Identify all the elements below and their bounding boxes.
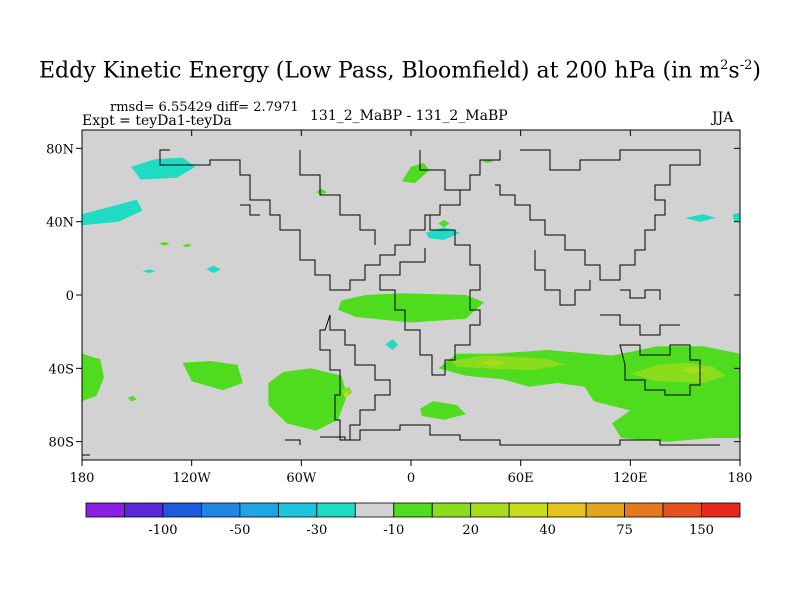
colorbar-swatch [239, 502, 279, 518]
region-yellow-southern-ocean [480, 359, 506, 367]
coastline-antarctica [82, 424, 720, 456]
region-green-south-pacific-small [127, 395, 137, 402]
coastline-south-america [319, 314, 391, 441]
season-label: JJA [712, 110, 734, 126]
stats-text: rmsd= 6.55429 diff= 2.7971 [110, 100, 299, 115]
region-green-south-america [268, 368, 347, 431]
colorbar-swatch [508, 502, 549, 518]
coastline-australia [619, 344, 701, 396]
field-regions [82, 157, 740, 442]
y-tick-label: 0 [66, 289, 74, 304]
x-tick-label: 120E [613, 471, 647, 486]
experiment-label: Expt = teyDa1-teyDa [82, 113, 232, 129]
region-green-south-atlantic [420, 401, 466, 420]
region-teal-south-atlantic-small [385, 339, 399, 350]
continent-outlines [82, 149, 720, 456]
colorbar-swatch [547, 502, 587, 518]
colorbar-swatch [470, 502, 510, 518]
coastline-eurasia [495, 149, 701, 281]
x-tick-label: 120W [173, 471, 212, 486]
region-green-mediterranean-small [438, 219, 450, 228]
region-yellow-south-america-dot [343, 392, 349, 398]
coastline-greenland [419, 150, 470, 191]
title-main: Eddy Kinetic Energy (Low Pass, Bloomfiel… [39, 58, 721, 84]
colorbar-label: 75 [616, 523, 633, 538]
title-end: ) [752, 58, 761, 84]
region-green-south-pacific-mid [182, 361, 243, 391]
y-tick-label: 40S [49, 362, 74, 377]
x-tick-label: 180 [70, 471, 95, 486]
region-yellow-green-southern-ocean [451, 355, 567, 371]
x-tick-label: 60E [508, 471, 534, 486]
title-exponent-1: 2 [720, 58, 729, 73]
colorbar-label: 40 [539, 523, 556, 538]
region-green-north-atlantic-small [316, 188, 327, 195]
chart-title: Eddy Kinetic Energy (Low Pass, Bloomfiel… [0, 58, 800, 83]
x-tick-label: 180 [728, 471, 753, 486]
y-tick-label: 80S [49, 436, 74, 451]
colorbar-label: 150 [689, 523, 714, 538]
coastline-north-america-east [299, 150, 376, 245]
y-tick-label: 40N [46, 216, 74, 231]
region-green-pacific-small-1 [158, 241, 170, 246]
coastline-europe-africa [379, 215, 481, 376]
colorbar-swatch [277, 502, 318, 518]
colorbar-swatch [393, 502, 433, 518]
colorbar-swatch [431, 502, 472, 518]
colorbar: -100 -50 -30 -10 20 40 75 150 [85, 502, 741, 538]
colorbar-label: -30 [306, 523, 327, 538]
colorbar-swatch [585, 502, 625, 518]
region-teal-north-pacific [131, 157, 196, 180]
colorbar-swatch [316, 502, 356, 518]
region-green-equator-atlantic [337, 293, 485, 323]
title-exponent-2: -2 [739, 58, 753, 73]
colorbar-swatch [354, 502, 395, 518]
region-green-south-pacific-west [82, 353, 104, 402]
region-green-greenland [401, 163, 430, 184]
region-teal-pacific-small-2 [206, 265, 221, 273]
coastline-asia-east-islands [240, 204, 661, 300]
x-axis: 180 120W 60W 0 60E 120E 180 [70, 130, 753, 486]
region-teal-east-edge [732, 212, 740, 222]
coastline-north-america [159, 149, 501, 291]
colorbar-label: -10 [383, 523, 404, 538]
colorbar-swatch [624, 502, 664, 518]
colorbar-swatch [701, 502, 741, 518]
coastline-indonesia [600, 314, 680, 336]
region-yellow-southern-ocean-east [681, 366, 708, 374]
coastline-asia-south [534, 250, 591, 306]
colorbar-swatch [201, 502, 241, 518]
title-mid: s [728, 58, 740, 84]
region-teal-pacific-40n [82, 199, 143, 226]
y-tick-label: 80N [46, 142, 74, 157]
colorbar-swatch [124, 502, 164, 518]
colorbar-label: -50 [229, 523, 250, 538]
region-green-arctic-small [482, 159, 494, 163]
colorbar-swatch [85, 502, 125, 518]
region-yellow-green-southern-ocean-east [630, 362, 726, 383]
colorbar-swatch [162, 502, 202, 518]
colorbar-label: -100 [148, 523, 177, 538]
region-green-pacific-small-2 [182, 243, 192, 248]
colorbar-swatch [662, 502, 702, 518]
colorbar-label: 20 [462, 523, 479, 538]
y-axis: 80N 40N 0 40S 80S [46, 142, 740, 451]
x-tick-label: 60W [286, 471, 317, 486]
x-tick-label: 0 [407, 471, 415, 486]
region-teal-pacific-small-1 [142, 269, 156, 273]
experiment-name: 131_2_MaBP - 131_2_MaBP [310, 108, 508, 124]
region-teal-east-asia-40n [685, 214, 717, 222]
